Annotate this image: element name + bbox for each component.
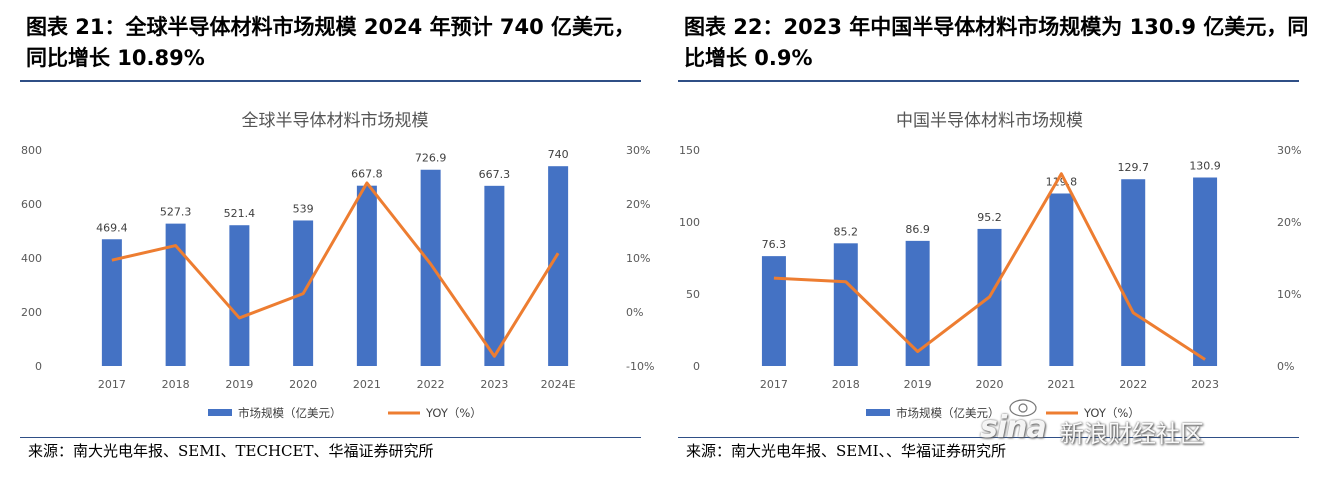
- bar-data-label: 469.4: [96, 221, 128, 234]
- bar: [1121, 179, 1146, 366]
- x-tick-label: 2022: [1119, 378, 1147, 391]
- x-tick-label: 2021: [1047, 378, 1075, 391]
- bar: [101, 239, 122, 366]
- y-right-tick-label: 20%: [1277, 216, 1301, 229]
- x-tick-label: 2019: [904, 378, 932, 391]
- x-tick-label: 2017: [98, 378, 126, 391]
- legend-line-label: YOY（%）: [425, 406, 482, 420]
- x-tick-label: 2018: [162, 378, 190, 391]
- figure-22-source: 来源：南大光电年报、SEMI、、华福证券研究所: [686, 442, 1007, 460]
- y-right-tick-label: 30%: [626, 144, 650, 157]
- y-left-tick-label: 0: [35, 360, 42, 373]
- legend-bar-label: 市场规模（亿美元）: [238, 406, 342, 420]
- bar: [420, 169, 441, 366]
- legend-bar-label: 市场规模（亿美元）: [896, 406, 1000, 420]
- bar: [833, 243, 858, 366]
- y-left-tick-label: 600: [21, 198, 42, 211]
- bar-data-label: 539: [293, 202, 314, 215]
- bar: [165, 223, 186, 366]
- y-left-tick-label: 150: [679, 144, 700, 157]
- bar-data-label: 726.9: [415, 152, 447, 165]
- bar-data-label: 95.2: [977, 211, 1002, 224]
- y-left-tick-label: 200: [21, 306, 42, 319]
- bar-data-label: 130.9: [1189, 160, 1221, 173]
- yoy-line: [111, 181, 560, 358]
- bar: [1049, 193, 1074, 366]
- bar: [548, 166, 569, 366]
- sina-finance-watermark: sina 新浪财经社区: [968, 399, 1288, 460]
- bar-data-label: 667.3: [479, 168, 511, 181]
- y-left-tick-label: 400: [21, 252, 42, 265]
- x-tick-label: 2022: [417, 378, 445, 391]
- bar: [229, 225, 250, 366]
- y-right-tick-label: -10%: [626, 360, 654, 373]
- x-tick-label: 2017: [760, 378, 788, 391]
- figure-22-bottom-rule: [678, 437, 1299, 438]
- figure-21-source: 来源：南大光电年报、SEMI、TECHCET、华福证券研究所: [28, 442, 434, 460]
- global-market-chart: 全球半导体材料市场规模 0 200 400 600 800 -10% 0% 10% 20% 30% 4…: [21, 111, 654, 420]
- y-right-tick-label: 10%: [626, 252, 650, 265]
- bar: [905, 240, 930, 366]
- figure-22-title: 图表 22：2023 年中国半导体材料市场规模为 130.9 亿美元，同比增长 …: [684, 15, 1309, 70]
- figure-21-bottom-rule: [20, 437, 641, 438]
- bar-data-label: 667.8: [351, 168, 383, 181]
- bar-data-label: 129.7: [1117, 161, 1149, 174]
- bar-data-label: 85.2: [834, 225, 859, 238]
- watermark-logo-text: sina: [980, 410, 1047, 445]
- y-left-tick-label: 50: [686, 288, 700, 301]
- x-tick-label: 2018: [832, 378, 860, 391]
- figure-21-top-rule: [20, 80, 641, 82]
- y-right-tick-label: 0%: [1277, 360, 1294, 373]
- bar: [1193, 177, 1218, 366]
- figure-21-panel: 图表 21：全球半导体材料市场规模 2024 年预计 740 亿美元，同比增长 …: [20, 0, 660, 480]
- figure-22-panel: 图表 22：2023 年中国半导体材料市场规模为 130.9 亿美元，同比增长 …: [678, 0, 1318, 480]
- y-right-tick-label: 0%: [626, 306, 643, 319]
- bar: [761, 256, 786, 366]
- x-tick-label: 2019: [225, 378, 253, 391]
- x-tick-label: 2024E: [541, 378, 576, 391]
- legend-bar-swatch: [866, 409, 890, 416]
- y-left-tick-label: 800: [21, 144, 42, 157]
- bar-data-label: 521.4: [224, 207, 256, 220]
- watermark-text: 新浪财经社区: [1060, 420, 1204, 448]
- x-tick-label: 2023: [480, 378, 508, 391]
- x-tick-label: 2023: [1191, 378, 1219, 391]
- china-market-chart: 中国半导体材料市场规模 0 50 100 150 0% 10% 20% 30% 76.3 2017 8…: [679, 111, 1301, 420]
- y-left-tick-label: 100: [679, 216, 700, 229]
- chart-title: 全球半导体材料市场规模: [242, 111, 429, 131]
- chart-title: 中国半导体材料市场规模: [896, 111, 1083, 131]
- figure-22-top-rule: [678, 80, 1299, 82]
- y-right-tick-label: 30%: [1277, 144, 1301, 157]
- figure-21-title: 图表 21：全球半导体材料市场规模 2024 年预计 740 亿美元，同比增长 …: [26, 15, 636, 70]
- bar: [484, 185, 505, 366]
- y-right-tick-label: 10%: [1277, 288, 1301, 301]
- x-tick-label: 2021: [353, 378, 381, 391]
- bar-data-label: 86.9: [905, 223, 930, 236]
- x-tick-label: 2020: [976, 378, 1004, 391]
- bar-data-label: 740: [548, 148, 569, 161]
- bar: [356, 185, 377, 366]
- legend-bar-swatch: [208, 409, 232, 416]
- bar-data-label: 527.3: [160, 206, 192, 219]
- bar-data-label: 119.8: [1046, 175, 1078, 188]
- legend-line-label: YOY（%）: [1083, 406, 1140, 420]
- sina-eye-logo-icon: [1009, 399, 1037, 417]
- x-tick-label: 2020: [289, 378, 317, 391]
- bar-data-label: 76.3: [762, 238, 787, 251]
- y-left-tick-label: 0: [693, 360, 700, 373]
- y-right-tick-label: 20%: [626, 198, 650, 211]
